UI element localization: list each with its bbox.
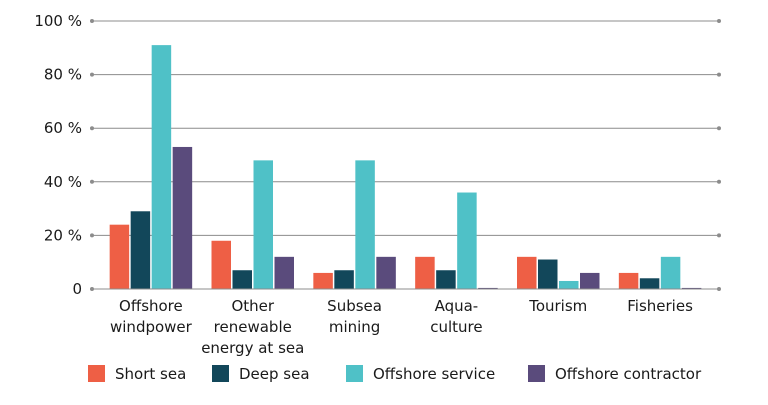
x-category-label: Tourism — [528, 297, 587, 315]
bar-short-sea — [415, 256, 435, 289]
x-category-label: Fisheries — [627, 297, 693, 315]
bar-short-sea — [211, 240, 231, 289]
bar-offshore-contractor — [376, 256, 396, 289]
y-tick-label: 80 % — [44, 66, 82, 84]
bar-deep-sea — [639, 278, 660, 289]
bar-deep-sea — [436, 270, 456, 289]
legend-swatch — [88, 365, 105, 382]
grid-dot — [717, 72, 721, 77]
legend-label: Offshore service — [373, 365, 495, 383]
y-tick-label: 40 % — [44, 173, 82, 191]
bar-deep-sea — [538, 259, 558, 289]
grid-dot — [90, 233, 94, 238]
bar-deep-sea — [232, 270, 252, 289]
legend-item: Offshore contractor — [528, 365, 702, 383]
legend-label: Short sea — [115, 365, 186, 383]
legend-item: Deep sea — [212, 365, 310, 383]
grid-dot — [717, 233, 721, 238]
x-category-label: Aqua-culture — [430, 297, 482, 336]
grid-lines — [90, 19, 721, 291]
bar-offshore-contractor — [580, 272, 600, 289]
grid-dot — [717, 19, 721, 23]
bar-offshore-service — [151, 45, 172, 290]
y-tick-label: 20 % — [44, 226, 82, 244]
x-category-label: Offshore windpower — [110, 297, 193, 336]
bar-offshore-service — [660, 256, 681, 289]
legend-swatch — [528, 365, 545, 382]
legend-label: Deep sea — [239, 365, 310, 383]
bars — [92, 45, 719, 290]
bar-offshore-service — [559, 280, 579, 289]
grid-dot — [717, 179, 721, 184]
y-tick-label: 0 — [72, 280, 82, 298]
grid-dot — [90, 179, 94, 184]
bar-short-sea — [517, 256, 537, 289]
legend-item: Offshore service — [346, 365, 495, 383]
bar-deep-sea — [130, 211, 151, 289]
legend-swatch — [212, 365, 229, 382]
legend-swatch — [346, 365, 363, 382]
legend-label: Offshore contractor — [555, 365, 702, 383]
bar-offshore-service — [457, 192, 477, 289]
x-category-label: Subsea mining — [327, 297, 382, 336]
bar-short-sea — [313, 272, 333, 289]
x-category-label: Other renewable energy at sea — [201, 297, 304, 357]
bar-offshore-service — [355, 160, 375, 289]
grid-dot — [90, 72, 94, 77]
y-axis-ticks: 0 20 % 40 % 60 % 80 % 100 % — [34, 12, 82, 298]
bar-offshore-service — [253, 160, 273, 289]
bar-offshore-contractor — [274, 256, 294, 289]
grid-dot — [90, 126, 94, 131]
grid-dot — [90, 19, 94, 23]
bar-offshore-contractor — [172, 146, 193, 289]
y-tick-label: 100 % — [34, 12, 82, 30]
bar-short-sea — [618, 272, 639, 289]
legend: Short sea Deep sea Offshore service Offshor… — [88, 365, 702, 383]
bar-deep-sea — [334, 270, 354, 289]
y-tick-label: 60 % — [44, 119, 82, 137]
bar-short-sea — [109, 224, 130, 289]
grid-dot — [717, 126, 721, 131]
bar-offshore-contractor — [478, 287, 498, 289]
bar-offshore-contractor — [681, 287, 702, 289]
legend-item: Short sea — [88, 365, 186, 383]
